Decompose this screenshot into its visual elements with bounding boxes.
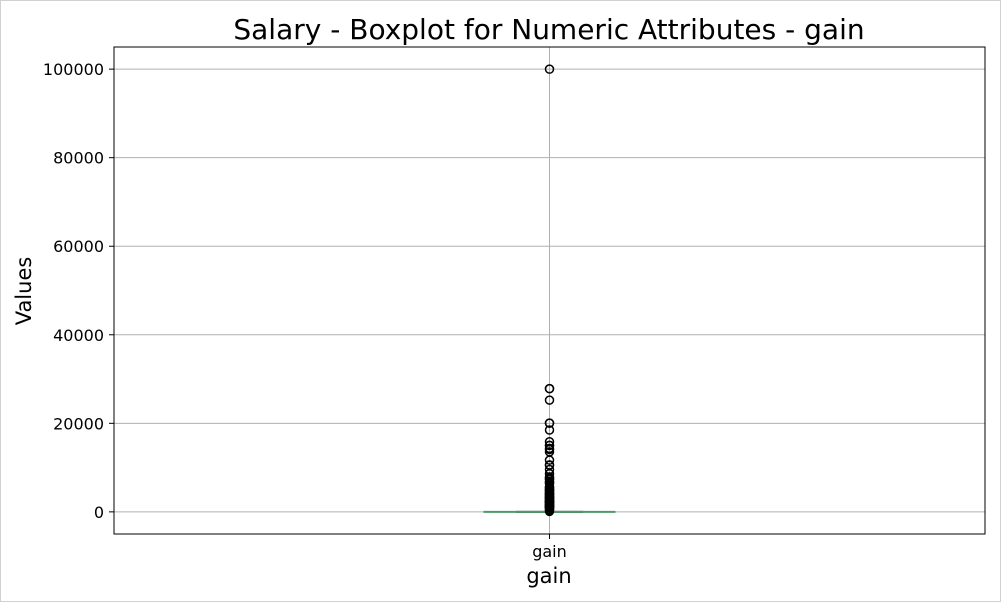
y-tick-label: 80000	[53, 149, 104, 168]
tick-layer: 0 20000 40000 60000 80000 100000 gain	[43, 60, 567, 561]
x-tick-label: gain	[532, 542, 567, 561]
chart-title: Salary - Boxplot for Numeric Attributes …	[233, 13, 864, 46]
y-tick-label: 20000	[53, 414, 104, 433]
y-axis-label: Values	[12, 257, 36, 326]
grid-layer	[114, 47, 985, 534]
y-tick-label: 100000	[43, 60, 104, 79]
outlier-point	[544, 425, 555, 435]
plot-layer	[483, 64, 616, 517]
outlier-point	[544, 383, 555, 394]
outlier-point	[544, 64, 555, 74]
y-tick-label: 40000	[53, 326, 104, 345]
outlier-point	[544, 395, 555, 405]
outlier-point	[544, 455, 555, 465]
outlier-point	[544, 506, 555, 517]
y-tick-label: 60000	[53, 237, 104, 256]
y-tick-label: 0	[94, 503, 104, 522]
outlier-point	[544, 440, 555, 451]
x-axis-label: gain	[526, 564, 571, 588]
outlier-point	[544, 418, 555, 428]
